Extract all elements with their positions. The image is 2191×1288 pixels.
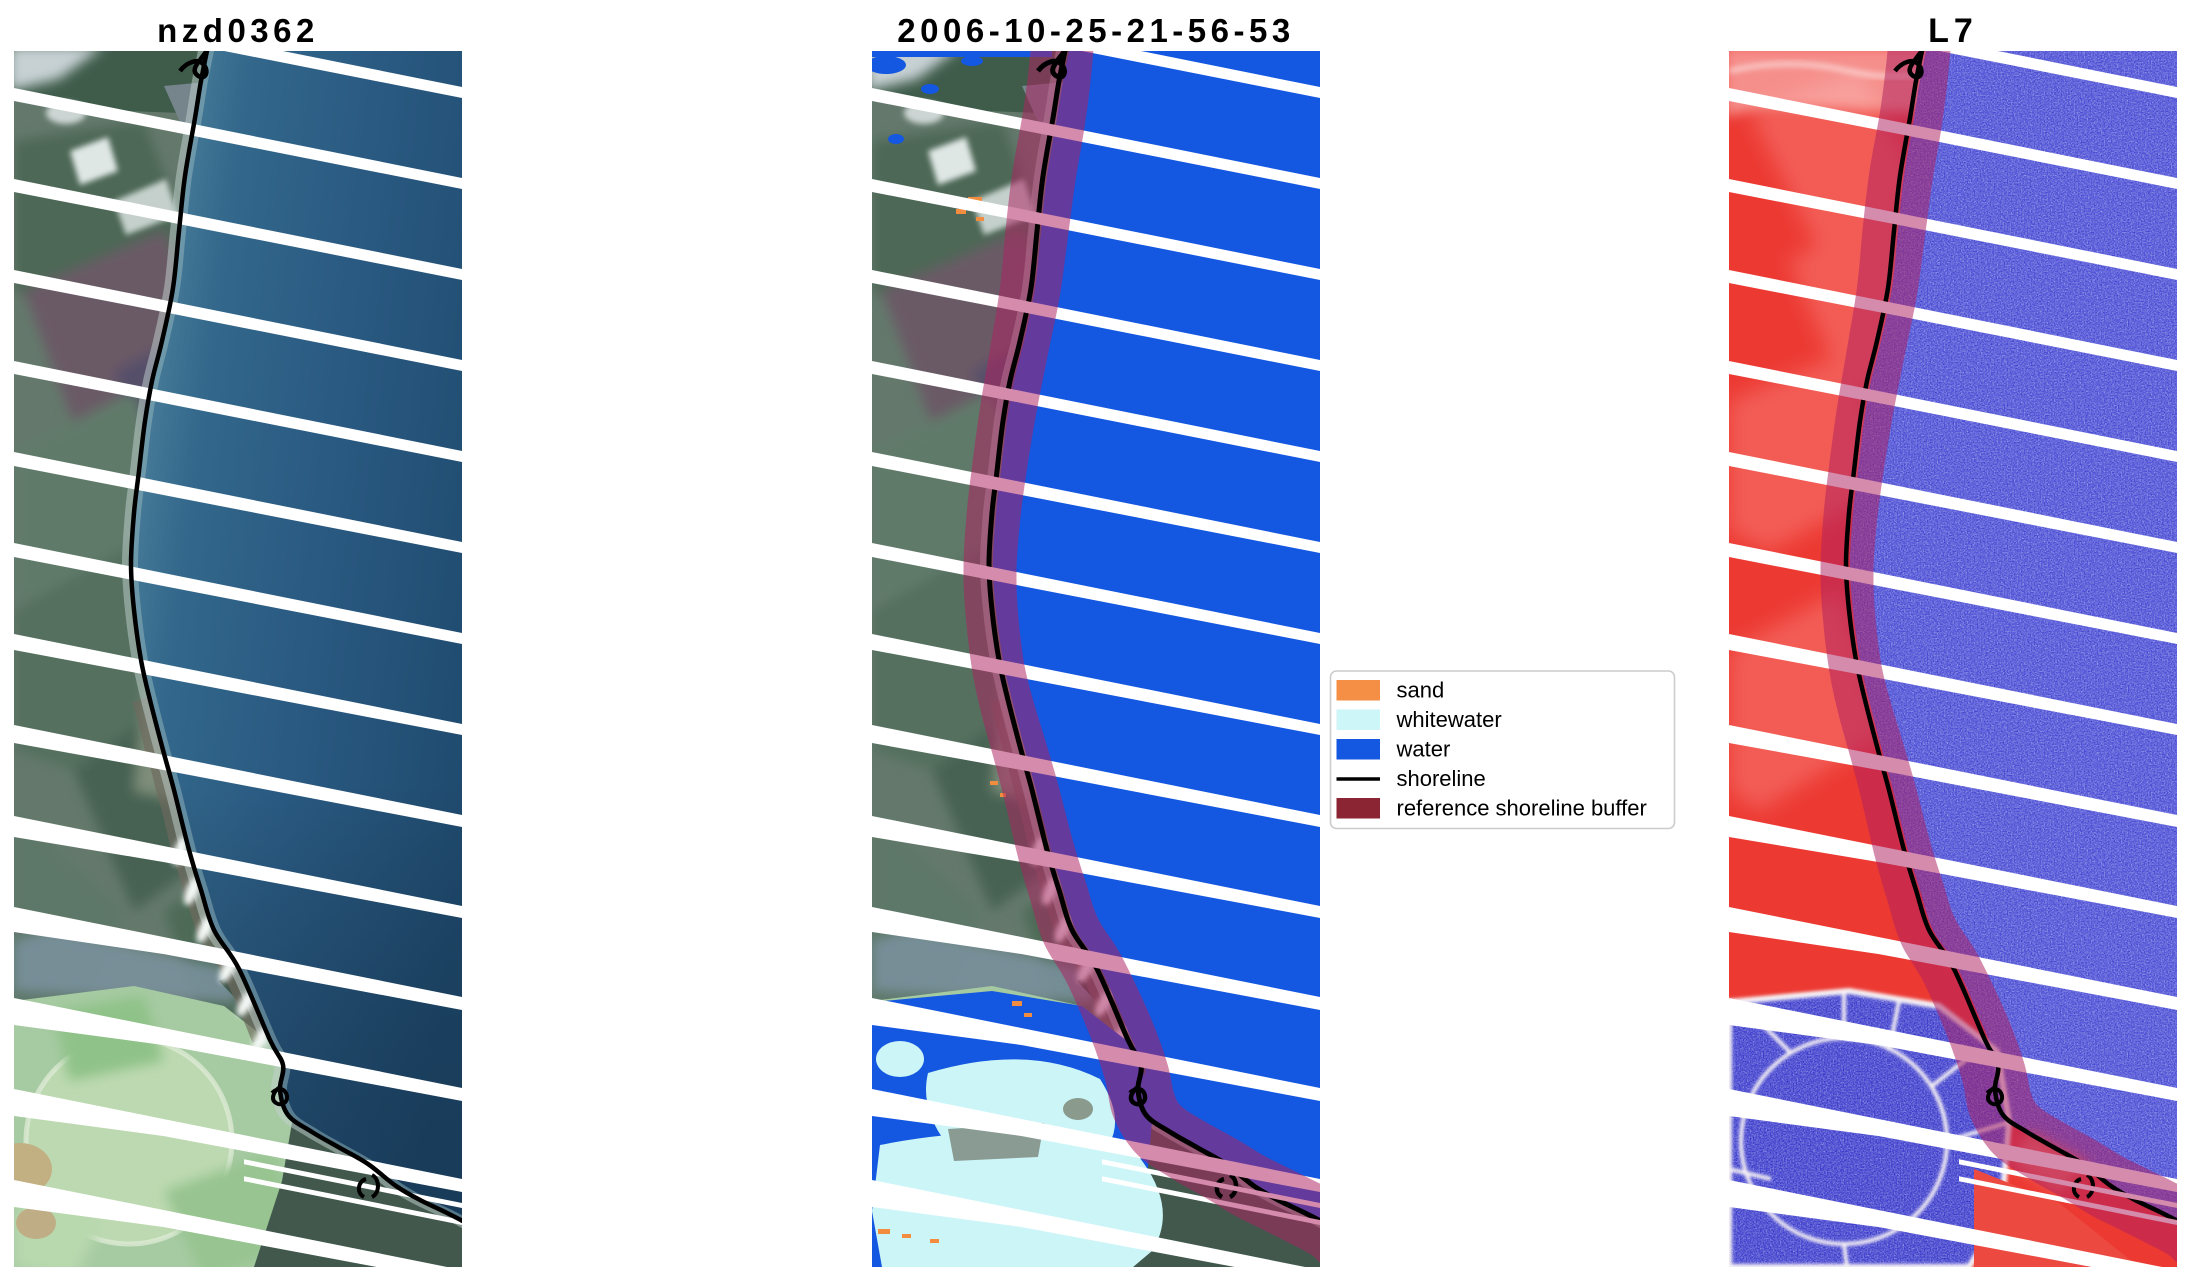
svg-text:water: water	[1396, 737, 1451, 762]
svg-text:nzd0362: nzd0362	[157, 12, 319, 49]
svg-text:2006-10-25-21-56-53: 2006-10-25-21-56-53	[897, 12, 1294, 49]
svg-text:L7: L7	[1928, 12, 1978, 50]
svg-text:sand: sand	[1397, 678, 1445, 703]
svg-text:reference shoreline buffer: reference shoreline buffer	[1397, 796, 1647, 821]
svg-text:shoreline: shoreline	[1397, 766, 1486, 791]
svg-text:whitewater: whitewater	[1396, 707, 1502, 732]
